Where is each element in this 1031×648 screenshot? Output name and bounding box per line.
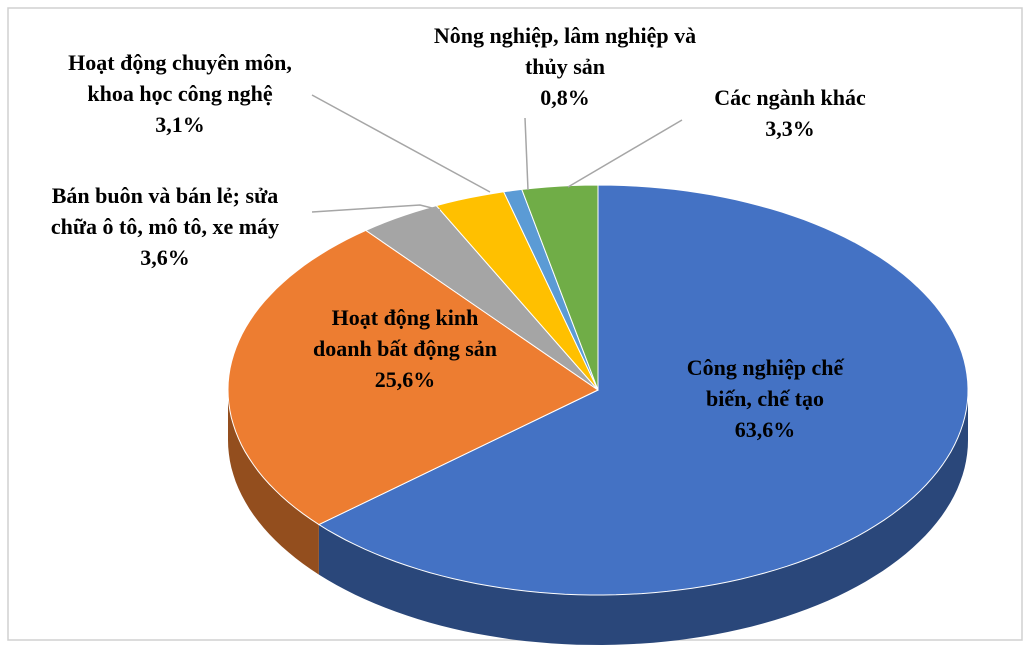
pie-side xyxy=(228,390,319,575)
data-label: Công nghiệp chế biến, chế tạo xyxy=(687,355,845,411)
value-label: 3,1% xyxy=(155,112,205,137)
leader-line xyxy=(524,117,529,191)
leader-line xyxy=(311,94,491,193)
data-label: Hoạt động kinh doanh bất động sản xyxy=(313,305,497,361)
leader-line xyxy=(311,204,441,213)
data-label: Bán buôn và bán lẻ; sửa chữa ô tô, mô tô,… xyxy=(51,183,279,239)
value-label: 3,3% xyxy=(765,116,815,141)
data-label: Nông nghiệp, lâm nghiệp và thủy sản xyxy=(434,23,696,79)
pie-slice xyxy=(227,229,599,526)
value-label: 25,6% xyxy=(375,367,436,392)
pie-slice xyxy=(435,191,599,391)
data-label: Các ngành khác xyxy=(714,85,866,110)
data-label: Hoạt động chuyên môn, khoa học công nghệ xyxy=(68,50,292,106)
pie-side xyxy=(318,390,968,645)
pie-slice xyxy=(317,184,969,596)
leader-line xyxy=(567,119,683,188)
value-label: 63,6% xyxy=(735,417,796,442)
pie-slice xyxy=(521,184,599,391)
value-label: 0,8% xyxy=(540,85,590,110)
value-label: 3,6% xyxy=(140,245,190,270)
